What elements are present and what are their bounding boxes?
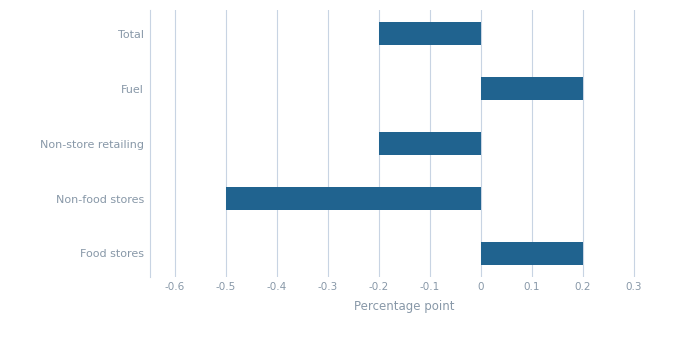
X-axis label: Percentage point: Percentage point [354,300,455,313]
Bar [379,132,481,155]
Bar [226,187,481,210]
Bar [481,77,583,100]
Bar [379,22,481,45]
Bar [481,242,583,265]
